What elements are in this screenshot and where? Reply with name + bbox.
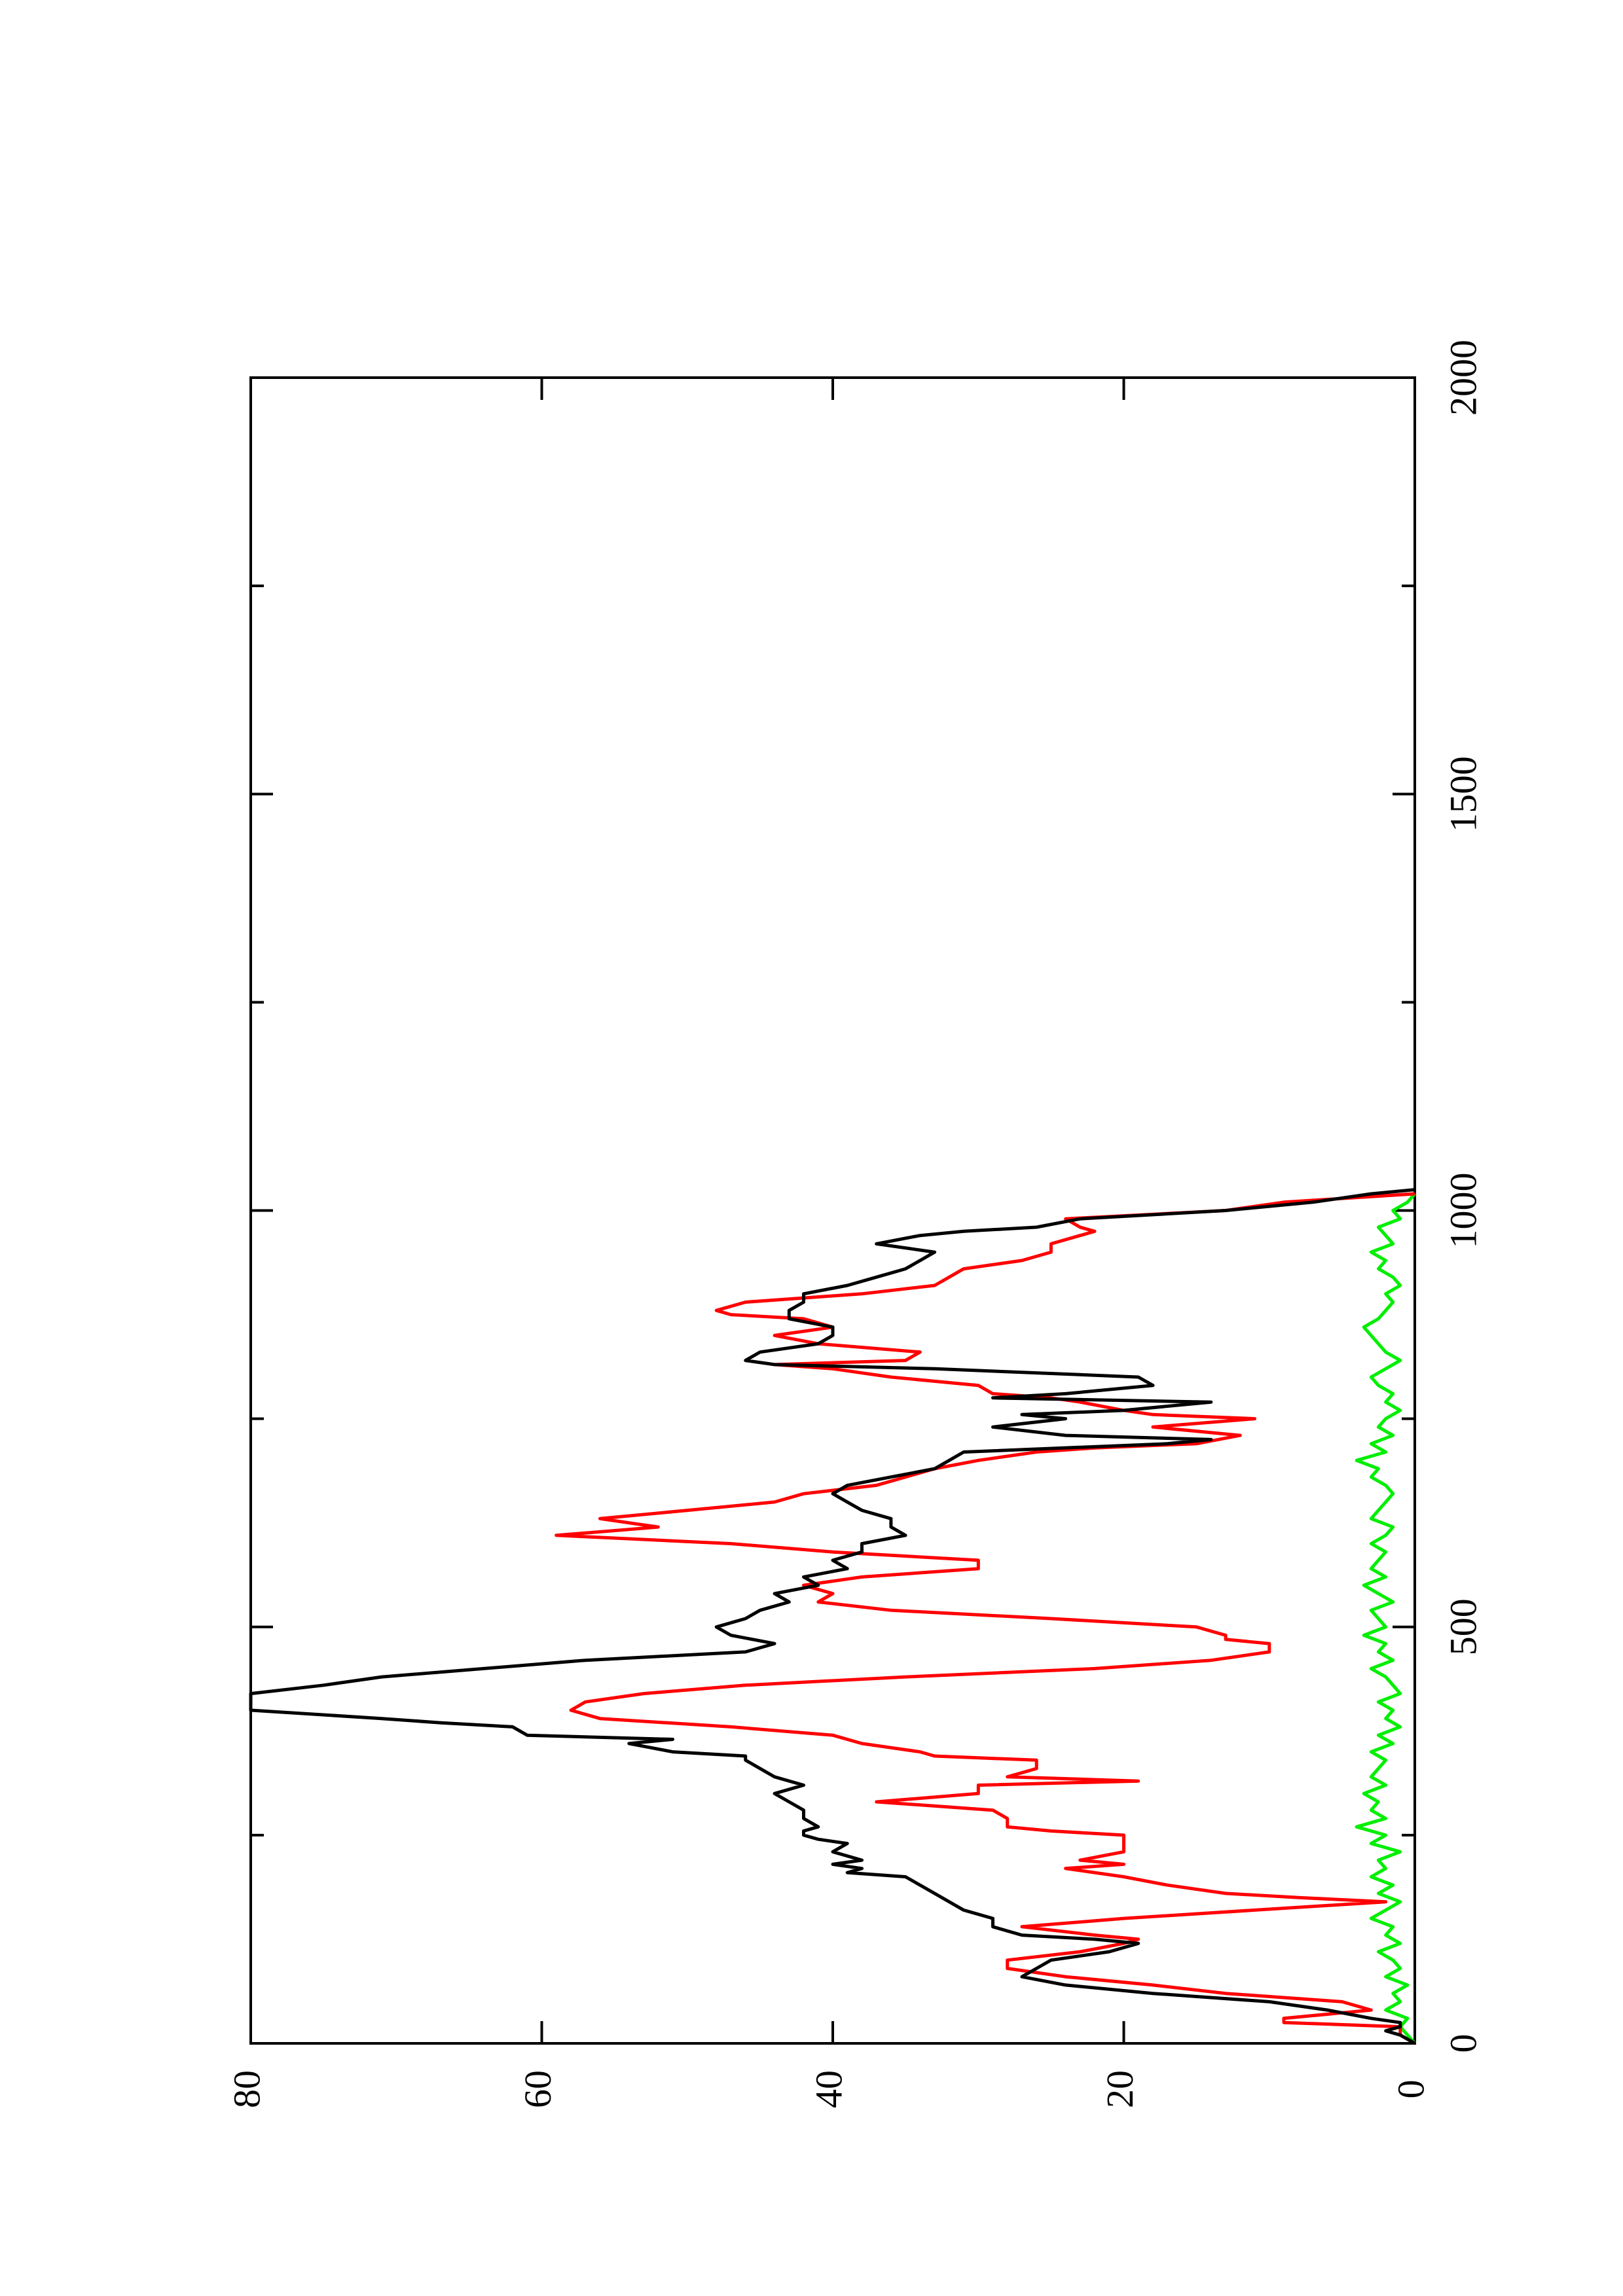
series-line-3 — [1355, 1193, 1416, 2045]
x-tick-label: 0 — [1442, 2034, 1484, 2053]
x-tick-label: 2000 — [1442, 340, 1484, 416]
y-tick-label: 0 — [1389, 2080, 1432, 2099]
series-layer — [249, 1188, 1416, 2045]
x-tick-label: 500 — [1442, 1598, 1484, 1655]
series-line-1 — [249, 1188, 1416, 2045]
y-tick-label: 20 — [1099, 2070, 1141, 2108]
x-tick-label: 1500 — [1442, 756, 1484, 832]
y-tick-label: 60 — [517, 2070, 559, 2108]
x-tick-label: 1000 — [1442, 1173, 1484, 1249]
axis-ticks — [249, 376, 1416, 2045]
series-line-2 — [555, 1192, 1416, 2045]
tick-labels: 0 500 1000 1500 2000 0 20 40 60 80 — [225, 340, 1484, 2108]
y-tick-label: 40 — [807, 2070, 850, 2108]
y-tick-label: 80 — [225, 2070, 268, 2108]
